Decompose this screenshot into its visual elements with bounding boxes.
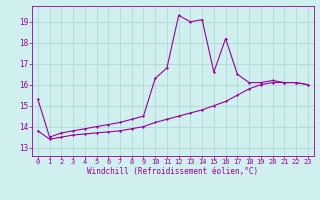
X-axis label: Windchill (Refroidissement éolien,°C): Windchill (Refroidissement éolien,°C) [87,167,258,176]
